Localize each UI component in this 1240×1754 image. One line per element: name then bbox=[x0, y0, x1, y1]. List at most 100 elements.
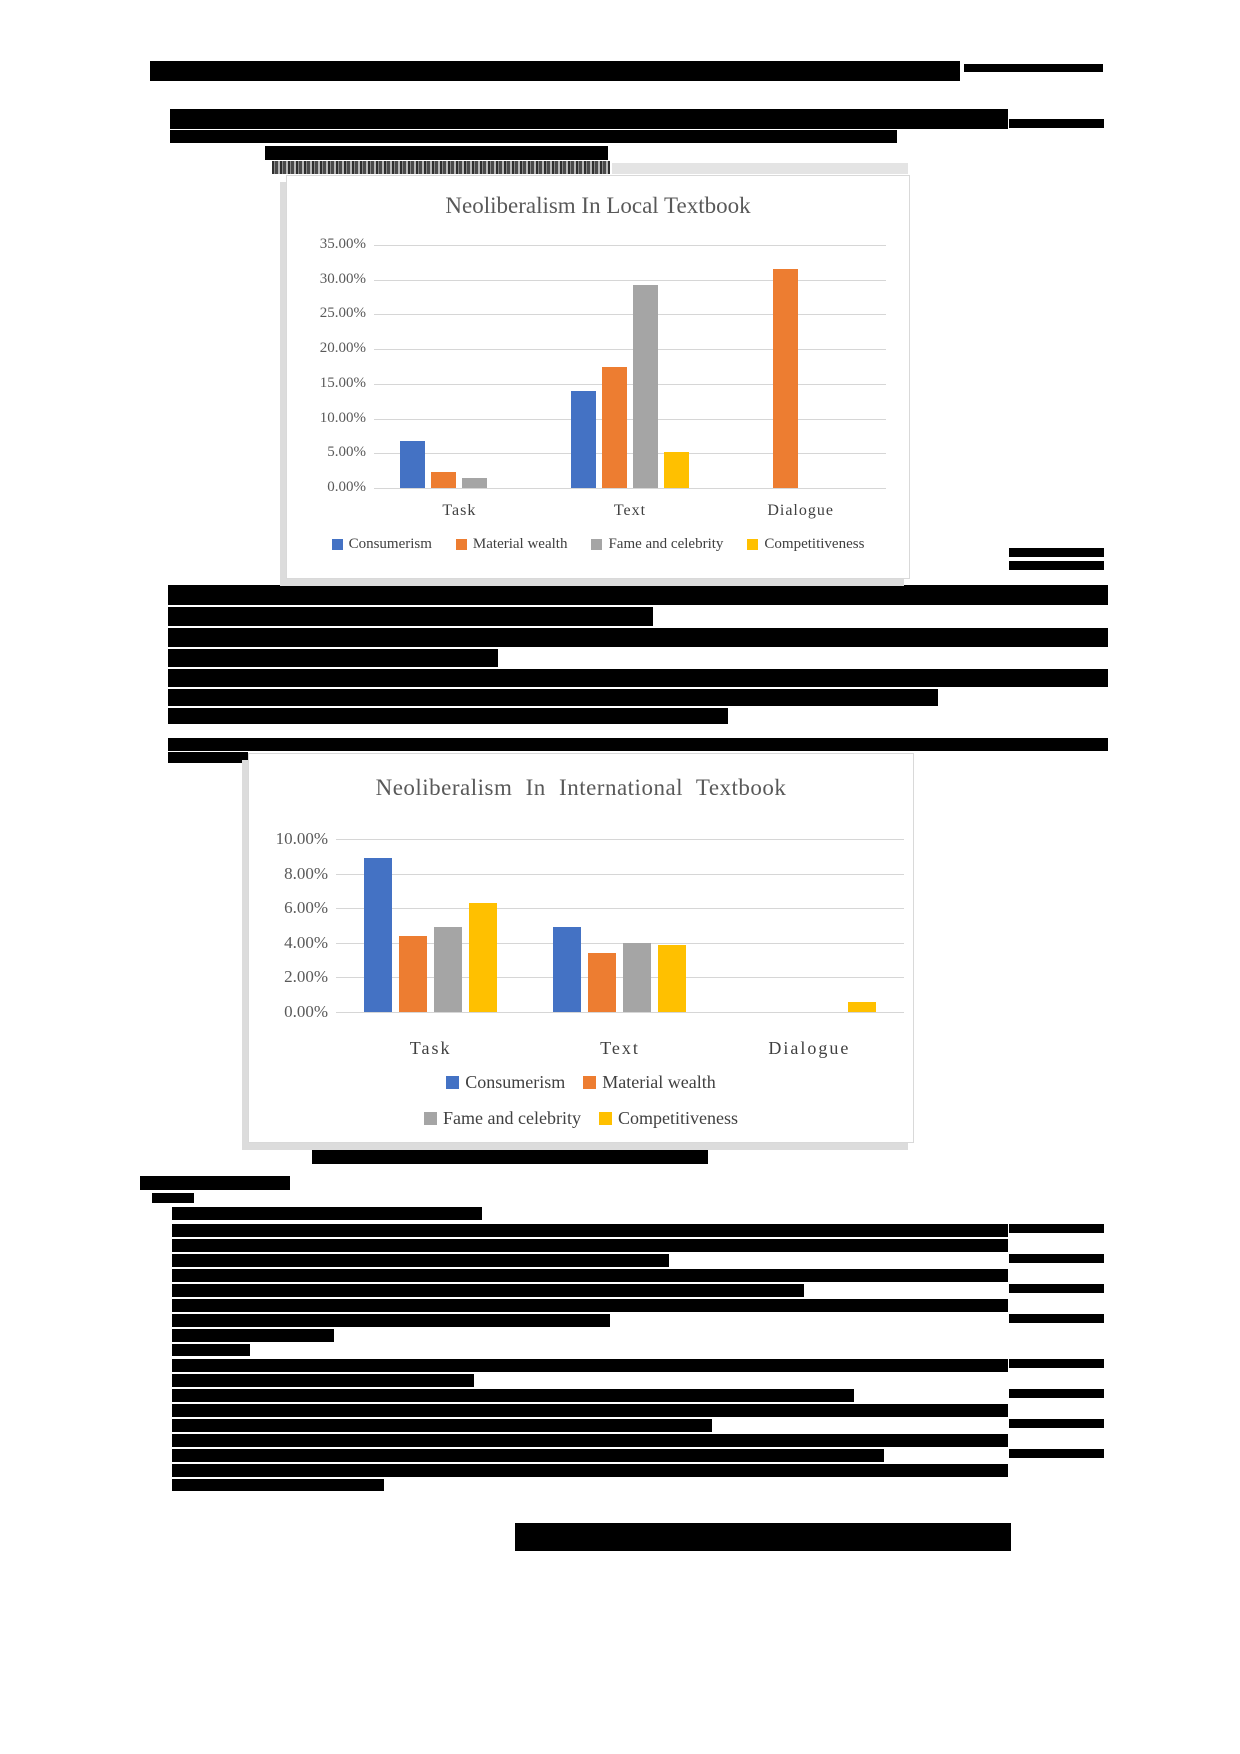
gridline bbox=[374, 488, 886, 489]
y-axis-tick-label: 10.00% bbox=[319, 409, 366, 426]
legend-label: Fame and celebrity bbox=[443, 1108, 581, 1128]
redacted-text-bar bbox=[1009, 1284, 1104, 1293]
legend-swatch-competitiveness bbox=[598, 1112, 612, 1125]
bar-text-fame-and-celebrity bbox=[623, 942, 652, 1012]
redacted-text-bar bbox=[172, 1329, 334, 1342]
bar-text-competitiveness bbox=[658, 944, 687, 1012]
chart-international-textbook: Neoliberalism In International Textbook … bbox=[248, 753, 914, 1143]
bar-task-material-wealth bbox=[431, 472, 457, 488]
legend-label: Fame and celebrity bbox=[608, 536, 724, 552]
redacted-text-bar bbox=[172, 1344, 250, 1356]
legend-item-competitiveness: Competitiveness bbox=[598, 1108, 738, 1129]
legend-label: Competitiveness bbox=[764, 536, 865, 552]
legend-item-consumerism: Consumerism bbox=[446, 1072, 565, 1093]
bar-task-material-wealth bbox=[399, 935, 428, 1012]
bar-group-dialogue bbox=[715, 245, 886, 488]
gridline bbox=[374, 418, 886, 420]
bar-task-fame-and-celebrity bbox=[434, 927, 463, 1012]
bar-dialogue-material-wealth bbox=[772, 269, 798, 488]
legend-item-fame-and-celebrity: Fame and celebrity bbox=[424, 1108, 581, 1129]
bar-dialogue-competitiveness bbox=[847, 1001, 876, 1012]
legend-item-competitiveness: Competitiveness bbox=[747, 536, 864, 553]
bar-task-fame-and-celebrity bbox=[462, 477, 488, 488]
redacted-text-bar bbox=[150, 61, 960, 81]
x-axis-label-text: Text bbox=[600, 1038, 640, 1058]
gridline bbox=[336, 908, 904, 910]
redacted-text-bar bbox=[168, 738, 1108, 751]
redacted-text-bar bbox=[265, 146, 608, 160]
legend-swatch-fame-and-celebrity bbox=[424, 1112, 438, 1125]
y-axis-tick-label: 2.00% bbox=[284, 967, 328, 987]
gridline bbox=[336, 942, 904, 944]
redacted-text-bar bbox=[172, 1299, 1008, 1312]
x-axis-label-dialogue: Dialogue bbox=[767, 502, 834, 519]
legend-label: Consumerism bbox=[348, 536, 432, 552]
redacted-text-bar bbox=[172, 1419, 712, 1432]
bar-group-text bbox=[545, 245, 716, 488]
redacted-text-bar bbox=[172, 1359, 1008, 1372]
chart-legend-row: Consumerism Material wealth bbox=[249, 1072, 913, 1093]
legend-item-fame-and-celebrity: Fame and celebrity bbox=[591, 536, 723, 553]
bar-text-competitiveness bbox=[663, 451, 689, 488]
redacted-text-bar bbox=[172, 1314, 610, 1327]
y-axis-tick-label: 30.00% bbox=[319, 270, 366, 287]
y-axis-tick-label: 5.00% bbox=[327, 444, 366, 461]
redacted-text-bar bbox=[172, 1404, 1008, 1417]
legend-item-consumerism: Consumerism bbox=[331, 536, 432, 553]
redacted-text-bar bbox=[1009, 1254, 1104, 1263]
blurred-text-line bbox=[272, 161, 610, 174]
legend-swatch-competitiveness bbox=[747, 539, 759, 550]
gridline bbox=[374, 245, 886, 246]
x-axis-label-dialogue: Dialogue bbox=[768, 1038, 851, 1058]
x-axis-label-task: Task bbox=[442, 502, 477, 519]
redacted-text-bar bbox=[172, 1269, 1008, 1282]
redacted-text-bar bbox=[170, 130, 897, 143]
bar-task-competitiveness bbox=[469, 903, 498, 1012]
redacted-text-bar bbox=[168, 607, 653, 626]
redacted-text-bar bbox=[168, 669, 1108, 687]
y-axis-tick-label: 4.00% bbox=[284, 932, 328, 952]
bar-text-consumerism bbox=[570, 390, 596, 488]
redacted-text-bar bbox=[612, 163, 908, 174]
bar-group-dialogue bbox=[715, 839, 904, 1012]
y-axis-tick-label: 15.00% bbox=[319, 374, 366, 391]
legend-swatch-material-wealth bbox=[455, 539, 467, 550]
redacted-text-bar bbox=[312, 1150, 708, 1164]
chart-title-international: Neoliberalism In International Textbook bbox=[375, 775, 787, 800]
y-axis-tick-label: 6.00% bbox=[284, 898, 328, 918]
gridline bbox=[336, 839, 904, 840]
chart-title-local: Neoliberalism In Local Textbook bbox=[445, 193, 751, 218]
redacted-text-bar bbox=[172, 1389, 854, 1402]
y-axis-tick-label: 20.00% bbox=[319, 340, 366, 357]
legend-swatch-consumerism bbox=[331, 539, 343, 550]
legend-item-material-wealth: Material wealth bbox=[583, 1072, 716, 1093]
redacted-text-bar bbox=[172, 1449, 884, 1462]
redacted-text-bar bbox=[1009, 1224, 1104, 1233]
redacted-text-bar bbox=[152, 1193, 194, 1203]
redacted-text-bar bbox=[140, 1176, 290, 1190]
redacted-text-bar bbox=[170, 109, 1008, 129]
redacted-text-bar bbox=[172, 1479, 384, 1491]
chart-legend-row: Fame and celebrity Competitiveness bbox=[249, 1108, 913, 1129]
bar-text-material-wealth bbox=[588, 953, 617, 1012]
redacted-text-bar bbox=[1009, 1419, 1104, 1428]
bar-group-task bbox=[336, 839, 525, 1012]
redacted-text-bar bbox=[1009, 1449, 1104, 1458]
bar-group-task bbox=[374, 245, 545, 488]
redacted-text-bar bbox=[172, 1284, 804, 1297]
redacted-text-bar bbox=[964, 64, 1103, 72]
y-axis-tick-label: 8.00% bbox=[284, 863, 328, 883]
redacted-text-bar bbox=[1009, 1389, 1104, 1398]
legend-label: Consumerism bbox=[465, 1072, 566, 1092]
redacted-text-bar bbox=[1009, 1314, 1104, 1323]
redacted-text-bar bbox=[168, 628, 1108, 647]
bar-text-consumerism bbox=[553, 927, 582, 1012]
gridline bbox=[374, 383, 886, 385]
y-axis-tick-label: 35.00% bbox=[319, 236, 366, 252]
redacted-text-bar bbox=[172, 1464, 1008, 1477]
legend-label: Material wealth bbox=[602, 1072, 716, 1092]
gridline bbox=[336, 873, 904, 875]
legend-swatch-material-wealth bbox=[583, 1076, 597, 1089]
chart-local-textbook: Neoliberalism In Local Textbook 35.00% 30… bbox=[286, 175, 910, 579]
